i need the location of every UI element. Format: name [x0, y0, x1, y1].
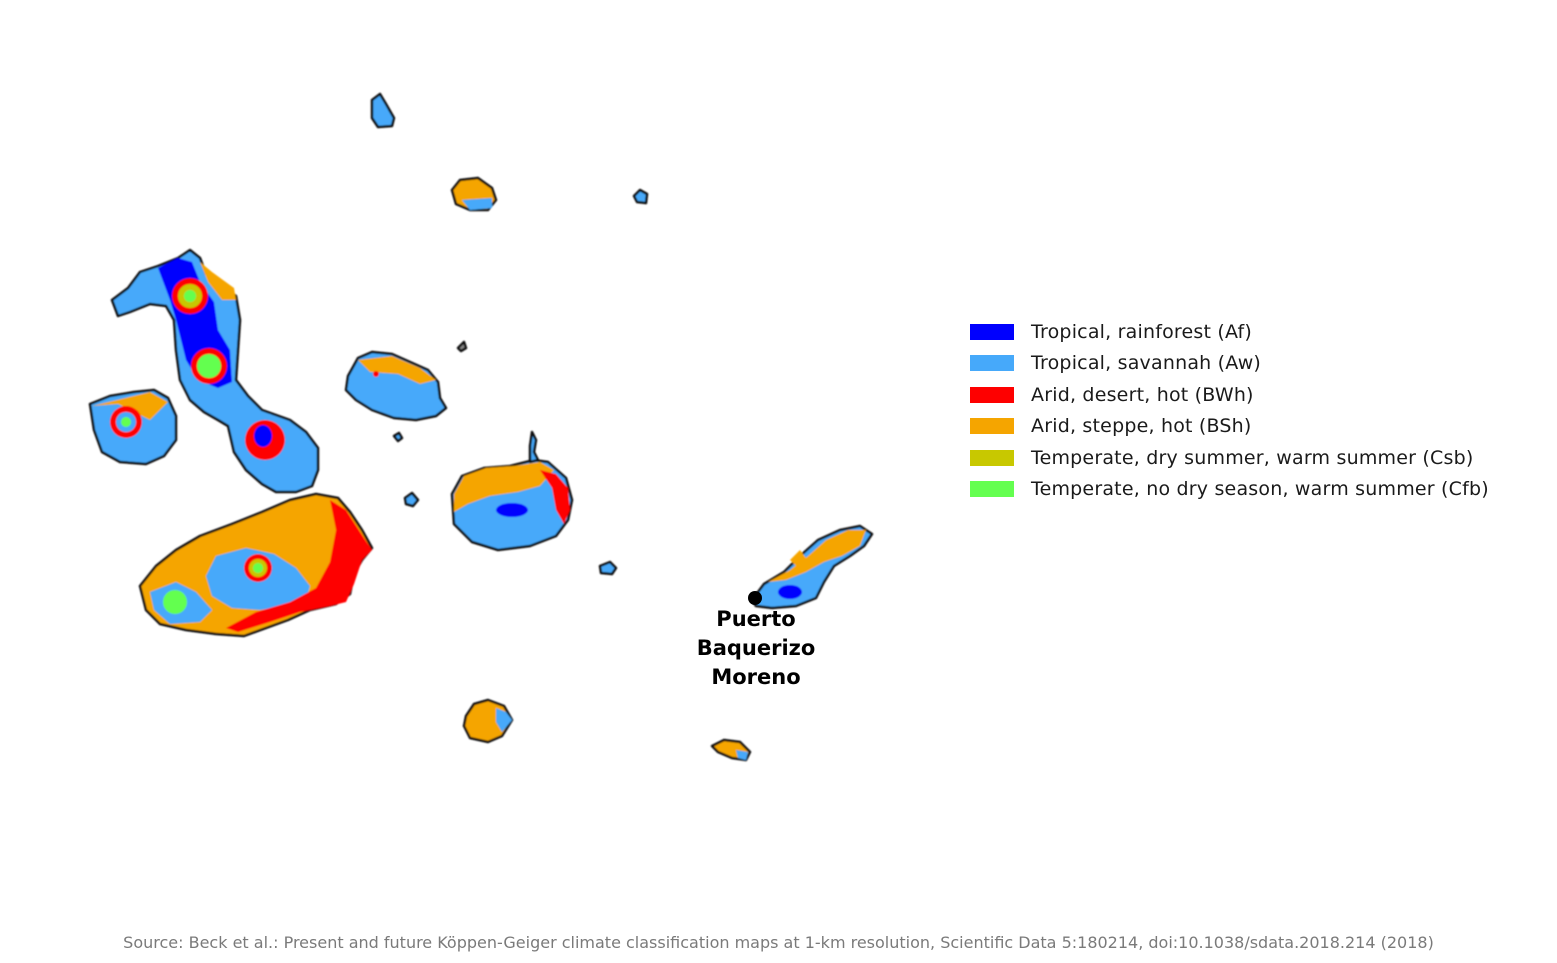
island-fernandina [88, 388, 178, 466]
island-wolf [450, 176, 498, 212]
islet-small-1 [392, 431, 404, 443]
islet-small-2 [456, 340, 468, 353]
island-isabela-north [110, 248, 320, 494]
city-label: Puerto Baquerizo Moreno [670, 605, 842, 692]
legend-label: Tropical, rainforest (Af) [1031, 320, 1253, 343]
legend-item: Arid, desert, hot (BWh) [970, 379, 1489, 411]
legend-item: Temperate, dry summer, warm summer (Csb) [970, 442, 1489, 474]
city-label-line: Puerto [716, 607, 796, 631]
island-santa-fe [598, 560, 618, 576]
legend-swatch [970, 481, 1014, 498]
legend-swatch [970, 323, 1014, 340]
island-san-cristobal [750, 524, 874, 610]
island-santa-cruz [450, 430, 574, 552]
source-note: Source: Beck et al.: Present and future … [123, 933, 1434, 952]
island-santiago [344, 350, 448, 422]
islet-pinzon [403, 491, 420, 508]
legend-item: Temperate, no dry season, warm summer (C… [970, 474, 1489, 506]
legend-label: Arid, desert, hot (BWh) [1031, 383, 1254, 406]
city-label-line: Moreno [711, 665, 801, 689]
island-espanola [710, 738, 752, 762]
legend-label: Arid, steppe, hot (BSh) [1031, 415, 1252, 438]
legend-item: Tropical, savannah (Aw) [970, 348, 1489, 380]
island-darwin [370, 92, 396, 129]
legend-swatch [970, 386, 1014, 403]
legend-item: Tropical, rainforest (Af) [970, 316, 1489, 348]
legend: Tropical, rainforest (Af) Tropical, sava… [970, 316, 1489, 505]
legend-label: Temperate, dry summer, warm summer (Csb) [1031, 446, 1474, 469]
city-marker [748, 591, 762, 605]
legend-swatch [970, 449, 1014, 466]
island-genovesa [632, 188, 649, 205]
island-floreana [462, 698, 514, 744]
island-isabela-south [138, 492, 374, 638]
legend-swatch [970, 418, 1014, 435]
city-label-line: Baquerizo [696, 636, 816, 660]
legend-label: Tropical, savannah (Aw) [1031, 352, 1262, 375]
legend-label: Temperate, no dry season, warm summer (C… [1031, 478, 1489, 501]
legend-swatch [970, 355, 1014, 372]
legend-item: Arid, steppe, hot (BSh) [970, 411, 1489, 443]
